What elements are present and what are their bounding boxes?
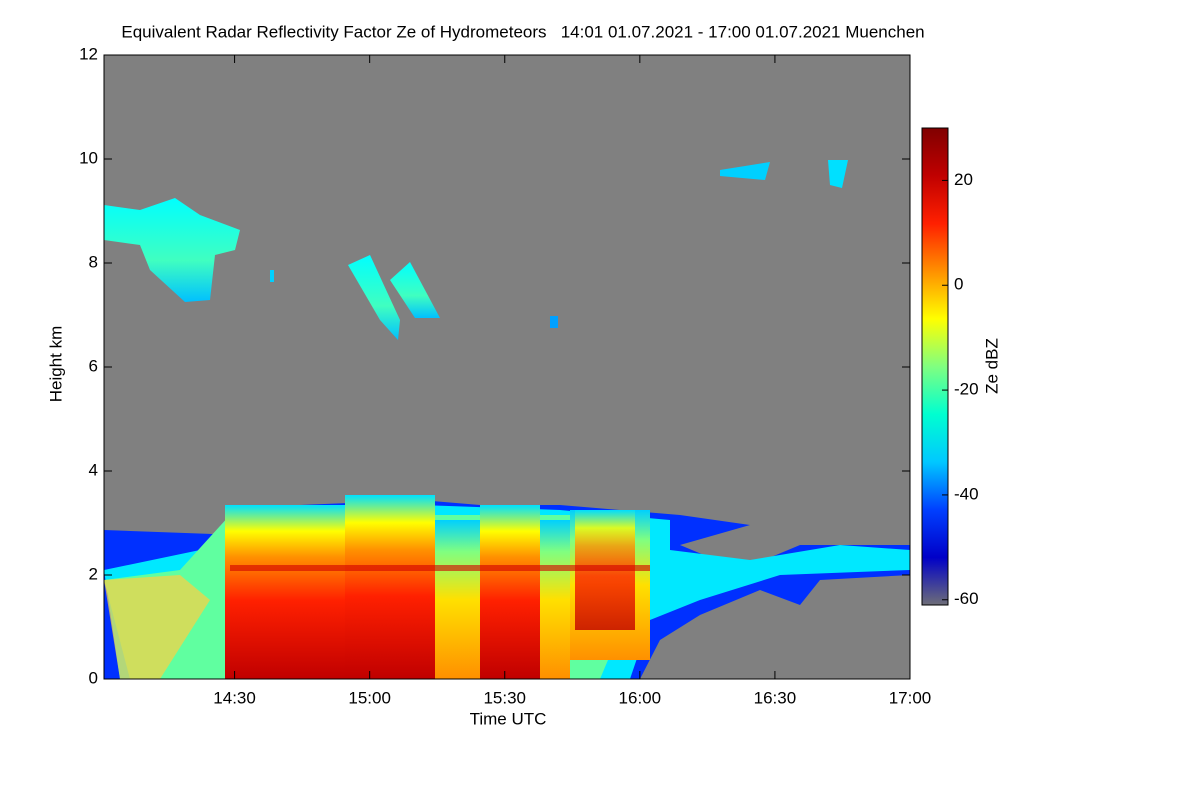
y-tick-label: 12 <box>79 44 98 63</box>
x-tick-label: 16:30 <box>754 688 797 707</box>
x-tick-label: 17:00 <box>889 688 932 707</box>
y-tick-label: 4 <box>89 460 98 479</box>
x-tick-label: 15:30 <box>483 688 526 707</box>
colorbar-label: Ze dBZ <box>982 338 1001 394</box>
x-tick-label: 14:30 <box>213 688 256 707</box>
x-axis-label: Time UTC <box>470 709 547 728</box>
colorbar-tick-label: -20 <box>954 380 979 399</box>
y-tick-label: 8 <box>89 252 98 271</box>
x-tick-label: 16:00 <box>619 688 662 707</box>
y-tick-label: 2 <box>89 564 98 583</box>
colorbar-tick-label: 20 <box>954 170 973 189</box>
y-axis-label: Height km <box>46 326 65 403</box>
colorbar-tick-label: -40 <box>954 484 979 503</box>
colorbar <box>921 127 949 606</box>
colorbar-tick-label: 0 <box>954 275 963 294</box>
echo-field <box>104 160 910 679</box>
y-tick-label: 0 <box>89 668 98 687</box>
chart-title: Equivalent Radar Reflectivity Factor Ze … <box>121 22 924 41</box>
x-tick-label: 15:00 <box>348 688 391 707</box>
y-tick-label: 6 <box>89 356 98 375</box>
colorbar-tick-label: -60 <box>954 589 979 608</box>
y-tick-label: 10 <box>79 148 98 167</box>
